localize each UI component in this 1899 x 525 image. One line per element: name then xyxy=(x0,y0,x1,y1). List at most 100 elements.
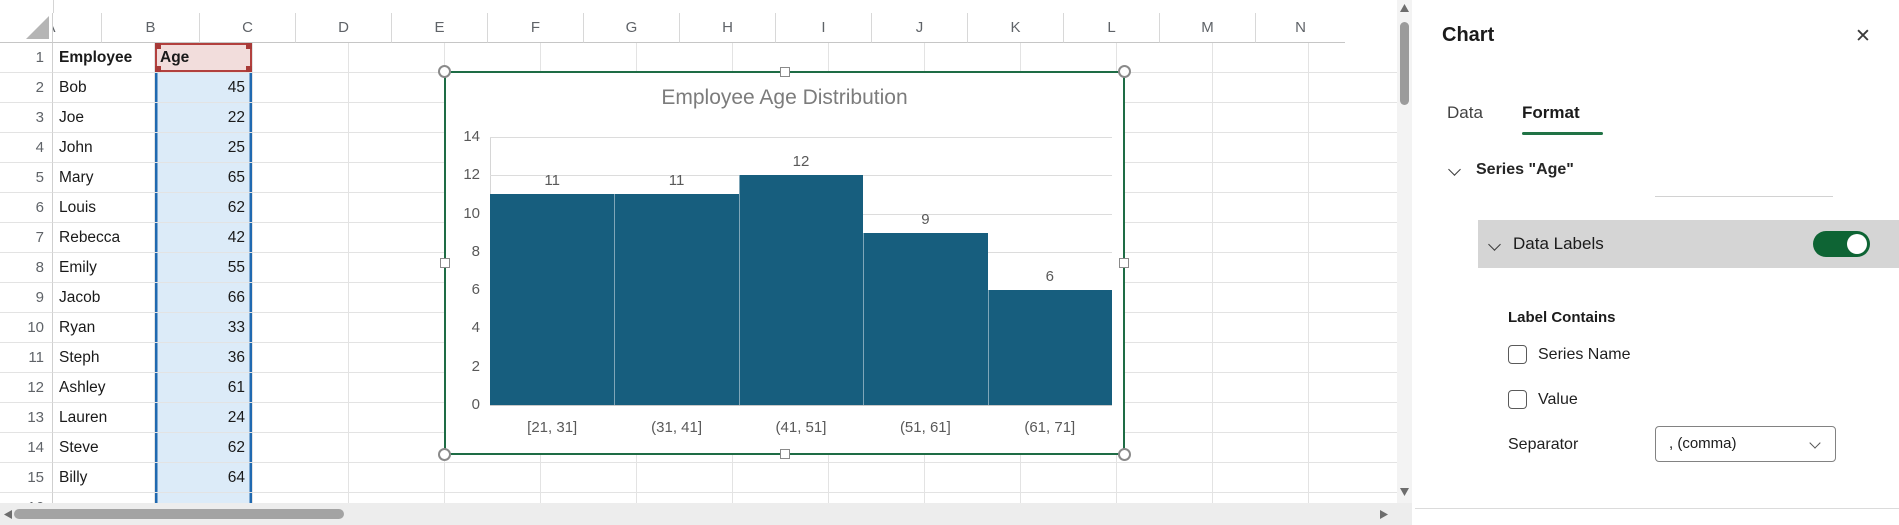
selection-handle[interactable] xyxy=(246,43,252,49)
cell-age-value-selected[interactable] xyxy=(155,493,253,503)
cell-employee-name[interactable]: John xyxy=(53,133,155,163)
value-checkbox[interactable] xyxy=(1508,390,1527,409)
embedded-chart[interactable]: Employee Age Distribution 14 12 xyxy=(438,65,1131,461)
cell-employee-name[interactable]: Ryan xyxy=(53,313,155,343)
bar[interactable] xyxy=(738,175,864,405)
row-number[interactable]: 2 xyxy=(0,73,53,103)
row-number[interactable]: 10 xyxy=(0,313,53,343)
tab-data[interactable]: Data xyxy=(1447,103,1483,122)
cell-age-value-selected[interactable]: 62 xyxy=(155,193,253,223)
column-header[interactable]: I xyxy=(776,13,872,43)
column-header[interactable]: K xyxy=(968,13,1064,43)
vertical-scrollbar[interactable] xyxy=(1397,0,1412,503)
data-labels-toggle[interactable] xyxy=(1813,231,1870,257)
cell-age-value-selected[interactable]: 62 xyxy=(155,433,253,463)
cell-age-value-selected[interactable]: 42 xyxy=(155,223,253,253)
cell-employee-name[interactable]: Lauren xyxy=(53,403,155,433)
histogram-bin[interactable]: 9 (51, 61] xyxy=(863,137,988,436)
selection-handle[interactable] xyxy=(155,66,161,72)
column-header[interactable]: N xyxy=(1256,13,1345,43)
cell-age-value-selected[interactable]: 22 xyxy=(155,103,253,133)
chevron-down-icon[interactable] xyxy=(1488,237,1501,251)
data-labels-section-header[interactable]: Data Labels xyxy=(1478,220,1899,268)
cell-employee-name[interactable]: Emily xyxy=(53,253,155,283)
column-header[interactable]: F xyxy=(488,13,584,43)
histogram-bin[interactable]: 6 (61, 71] xyxy=(987,137,1112,436)
column-header[interactable]: H xyxy=(680,13,776,43)
cell-employee-name[interactable]: Jacob xyxy=(53,283,155,313)
resize-handle-top-right[interactable] xyxy=(1118,65,1131,78)
column-header[interactable]: E xyxy=(392,13,488,43)
cell-age-value-selected[interactable]: 55 xyxy=(155,253,253,283)
cell-employee-header[interactable]: Employee xyxy=(53,43,155,73)
row-number[interactable]: 3 xyxy=(0,103,53,133)
series-name-checkbox-row[interactable]: Series Name xyxy=(1508,345,1630,364)
resize-handle-bottom-left[interactable] xyxy=(438,448,451,461)
chevron-down-icon[interactable] xyxy=(1448,163,1461,176)
separator-dropdown[interactable]: , (comma) xyxy=(1655,426,1836,462)
row-number[interactable]: 16 xyxy=(0,493,53,503)
cell-age-header-selected[interactable]: Age xyxy=(155,43,253,73)
histogram-bin[interactable]: 11 (31, 41] xyxy=(614,137,739,436)
column-header[interactable]: G xyxy=(584,13,680,43)
chart-title[interactable]: Employee Age Distribution xyxy=(661,86,908,109)
cell-age-value-selected[interactable]: 61 xyxy=(155,373,253,403)
row-number[interactable]: 11 xyxy=(0,343,53,373)
selection-handle[interactable] xyxy=(155,43,161,49)
series-name-checkbox[interactable] xyxy=(1508,345,1527,364)
row-number[interactable]: 15 xyxy=(0,463,53,493)
row-number[interactable]: 12 xyxy=(0,373,53,403)
row-number[interactable]: 6 xyxy=(0,193,53,223)
cell-employee-name[interactable]: Steve xyxy=(53,433,155,463)
horizontal-scrollbar[interactable] xyxy=(0,503,1397,525)
column-header[interactable]: C xyxy=(200,13,296,43)
select-all-corner[interactable] xyxy=(0,13,53,43)
resize-handle-left[interactable] xyxy=(440,258,450,268)
scroll-down-icon[interactable] xyxy=(1400,488,1409,496)
scroll-left-icon[interactable] xyxy=(4,510,12,519)
horizontal-scrollbar-thumb[interactable] xyxy=(14,509,344,519)
cell-age-value-selected[interactable]: 66 xyxy=(155,283,253,313)
column-header[interactable]: J xyxy=(872,13,968,43)
cell-employee-name[interactable]: Joe xyxy=(53,103,155,133)
bar[interactable] xyxy=(490,194,615,405)
cell-age-value-selected[interactable]: 64 xyxy=(155,463,253,493)
cell-age-value-selected[interactable]: 24 xyxy=(155,403,253,433)
tab-format[interactable]: Format xyxy=(1522,103,1580,122)
close-icon[interactable]: ✕ xyxy=(1855,26,1871,47)
column-header[interactable]: B xyxy=(102,13,200,43)
cell-employee-name[interactable]: Billy xyxy=(53,463,155,493)
cell-employee-name[interactable]: Mary xyxy=(53,163,155,193)
vertical-scrollbar-thumb[interactable] xyxy=(1400,22,1409,105)
cell-employee-name[interactable]: Bob xyxy=(53,73,155,103)
series-section-header[interactable]: Series "Age" xyxy=(1476,161,1574,178)
row-number[interactable]: 14 xyxy=(0,433,53,463)
cell-employee-name[interactable]: Ashley xyxy=(53,373,155,403)
bar[interactable] xyxy=(863,232,988,405)
column-header[interactable]: L xyxy=(1064,13,1160,43)
cell-employee-name[interactable] xyxy=(53,493,155,503)
resize-handle-top-left[interactable] xyxy=(438,65,451,78)
row-number[interactable]: 5 xyxy=(0,163,53,193)
resize-handle-bottom[interactable] xyxy=(779,449,790,459)
resize-handle-bottom-right[interactable] xyxy=(1118,448,1131,461)
histogram-bin[interactable]: 12 (41, 51] xyxy=(738,137,864,436)
scroll-right-icon[interactable] xyxy=(1380,510,1388,519)
row-number[interactable]: 1 xyxy=(0,43,53,73)
row-number[interactable]: 9 xyxy=(0,283,53,313)
row-number[interactable]: 4 xyxy=(0,133,53,163)
selection-handle[interactable] xyxy=(246,66,252,72)
cell-age-value-selected[interactable]: 25 xyxy=(155,133,253,163)
cell-age-value-selected[interactable]: 36 xyxy=(155,343,253,373)
histogram-bin[interactable]: 11 [21, 31] xyxy=(490,137,615,436)
row-number[interactable]: 7 xyxy=(0,223,53,253)
resize-handle-right[interactable] xyxy=(1119,258,1129,268)
value-checkbox-row[interactable]: Value xyxy=(1508,390,1578,409)
cell-age-value-selected[interactable]: 45 xyxy=(155,73,253,103)
column-header[interactable]: D xyxy=(296,13,392,43)
bar[interactable] xyxy=(614,194,739,405)
cell-employee-name[interactable]: Louis xyxy=(53,193,155,223)
cell-employee-name[interactable]: Steph xyxy=(53,343,155,373)
row-number[interactable]: 13 xyxy=(0,403,53,433)
resize-handle-top[interactable] xyxy=(779,67,790,77)
